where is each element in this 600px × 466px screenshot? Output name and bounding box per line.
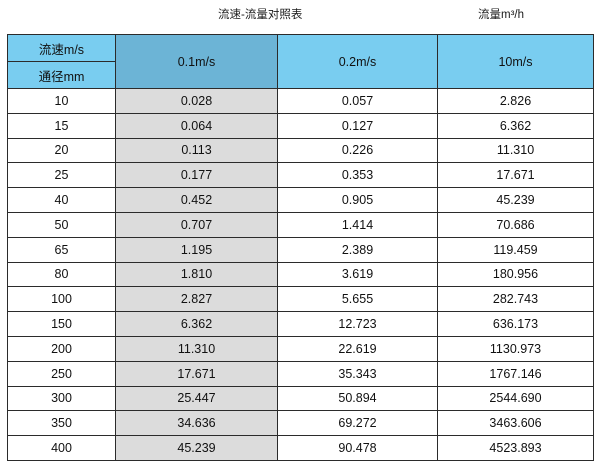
header-row-top: 流速m/s 0.1m/s 0.2m/s 10m/s	[7, 34, 594, 89]
table-row: 300 25.447 50.894 2544.690	[7, 385, 594, 412]
cell-diameter: 65	[7, 236, 116, 263]
cell-diameter: 350	[7, 410, 116, 437]
cell-diameter: 15	[7, 112, 116, 139]
cell-diameter: 250	[7, 360, 116, 387]
table-row: 250 17.671 35.343 1767.146	[7, 360, 594, 387]
cell-flow-0.2ms: 0.353	[277, 162, 438, 189]
table-row: 15 0.064 0.127 6.362	[7, 112, 594, 139]
table-row: 200 11.310 22.619 1130.973	[7, 335, 594, 362]
cell-flow-0.1ms: 0.177	[115, 162, 278, 189]
cell-flow-0.2ms: 50.894	[277, 385, 438, 412]
column-header-1: 0.2m/s	[277, 34, 438, 89]
cell-flow-0.1ms: 1.195	[115, 236, 278, 263]
table-body: 10 0.028 0.057 2.826 15 0.064 0.127 6.362 20 0.11…	[7, 88, 594, 461]
cell-flow-0.1ms: 0.064	[115, 112, 278, 139]
cell-flow-0.1ms: 1.810	[115, 261, 278, 288]
cell-flow-10ms: 11.310	[437, 137, 594, 164]
flow-unit-label: 流量m³/h	[478, 9, 524, 21]
cell-diameter: 25	[7, 162, 116, 189]
cell-flow-10ms: 119.459	[437, 236, 594, 263]
cell-flow-0.2ms: 35.343	[277, 360, 438, 387]
cell-diameter: 50	[7, 211, 116, 238]
cell-flow-10ms: 180.956	[437, 261, 594, 288]
cell-flow-0.2ms: 0.057	[277, 88, 438, 114]
cell-flow-0.2ms: 1.414	[277, 211, 438, 238]
table-row: 100 2.827 5.655 282.743	[7, 286, 594, 313]
cell-flow-10ms: 45.239	[437, 187, 594, 213]
cell-flow-10ms: 1130.973	[437, 335, 594, 362]
cell-diameter: 20	[7, 137, 116, 164]
cell-flow-0.1ms: 0.452	[115, 187, 278, 213]
cell-flow-0.2ms: 5.655	[277, 286, 438, 313]
table-row: 65 1.195 2.389 119.459	[7, 236, 594, 263]
table-row: 50 0.707 1.414 70.686	[7, 211, 594, 238]
cell-flow-10ms: 282.743	[437, 286, 594, 313]
cell-flow-10ms: 1767.146	[437, 360, 594, 387]
cell-diameter: 100	[7, 286, 116, 313]
table-row: 80 1.810 3.619 180.956	[7, 261, 594, 288]
cell-diameter: 10	[7, 88, 116, 114]
cell-diameter: 400	[7, 435, 116, 461]
cell-flow-0.1ms: 25.447	[115, 385, 278, 412]
cell-flow-0.2ms: 22.619	[277, 335, 438, 362]
table-row: 20 0.113 0.226 11.310	[7, 137, 594, 164]
page-title: 流速-流量对照表	[218, 9, 303, 21]
cell-flow-10ms: 636.173	[437, 311, 594, 337]
cell-diameter: 40	[7, 187, 116, 213]
cell-diameter: 300	[7, 385, 116, 412]
cell-flow-0.2ms: 69.272	[277, 410, 438, 437]
cell-flow-0.1ms: 6.362	[115, 311, 278, 337]
cell-flow-10ms: 6.362	[437, 112, 594, 139]
cell-flow-0.1ms: 0.707	[115, 211, 278, 238]
cell-flow-0.2ms: 0.127	[277, 112, 438, 139]
cell-flow-10ms: 4523.893	[437, 435, 594, 461]
cell-flow-10ms: 3463.606	[437, 410, 594, 437]
cell-flow-10ms: 17.671	[437, 162, 594, 189]
corner-header-velocity-label: 流速m/s	[7, 34, 116, 62]
cell-flow-0.1ms: 2.827	[115, 286, 278, 313]
cell-flow-0.2ms: 0.905	[277, 187, 438, 213]
table-header: 流速m/s 0.1m/s 0.2m/s 10m/s 通径mm	[7, 34, 594, 89]
cell-flow-10ms: 70.686	[437, 211, 594, 238]
cell-flow-0.2ms: 0.226	[277, 137, 438, 164]
cell-flow-0.1ms: 17.671	[115, 360, 278, 387]
cell-flow-10ms: 2.826	[437, 88, 594, 114]
cell-flow-0.1ms: 0.113	[115, 137, 278, 164]
cell-flow-0.2ms: 3.619	[277, 261, 438, 288]
cell-flow-10ms: 2544.690	[437, 385, 594, 412]
table-row: 350 34.636 69.272 3463.606	[7, 410, 594, 437]
cell-diameter: 80	[7, 261, 116, 288]
table-row: 400 45.239 90.478 4523.893	[7, 435, 594, 461]
flow-rate-table: 流速m/s 0.1m/s 0.2m/s 10m/s 通径mm 10 0.028 0.…	[7, 34, 594, 461]
cell-flow-0.1ms: 45.239	[115, 435, 278, 461]
cell-diameter: 200	[7, 335, 116, 362]
table-row: 150 6.362 12.723 636.173	[7, 311, 594, 337]
caption-row: 流速-流量对照表 流量m³/h	[0, 0, 600, 31]
cell-flow-0.2ms: 2.389	[277, 236, 438, 263]
column-header-2: 10m/s	[437, 34, 594, 89]
table-row: 40 0.452 0.905 45.239	[7, 187, 594, 213]
column-header-0: 0.1m/s	[115, 34, 278, 89]
cell-flow-0.1ms: 11.310	[115, 335, 278, 362]
corner-header-diameter-label: 通径mm	[7, 61, 116, 89]
cell-flow-0.1ms: 34.636	[115, 410, 278, 437]
table-row: 10 0.028 0.057 2.826	[7, 88, 594, 114]
cell-diameter: 150	[7, 311, 116, 337]
cell-flow-0.2ms: 12.723	[277, 311, 438, 337]
table-row: 25 0.177 0.353 17.671	[7, 162, 594, 189]
cell-flow-0.2ms: 90.478	[277, 435, 438, 461]
cell-flow-0.1ms: 0.028	[115, 88, 278, 114]
header-row-bottom: 通径mm	[7, 61, 594, 89]
